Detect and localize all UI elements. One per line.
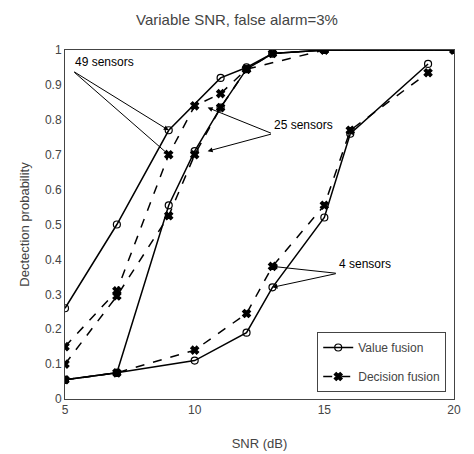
svg-text:49 sensors: 49 sensors xyxy=(75,55,134,69)
svg-text:20: 20 xyxy=(447,403,461,417)
svg-text:0.7: 0.7 xyxy=(45,148,62,162)
svg-text:0: 0 xyxy=(55,392,62,406)
svg-text:0.9: 0.9 xyxy=(45,78,62,92)
svg-text:5: 5 xyxy=(62,403,69,417)
svg-text:SNR (dB): SNR (dB) xyxy=(232,436,288,451)
svg-text:Value fusion: Value fusion xyxy=(358,341,423,355)
svg-text:0.1: 0.1 xyxy=(45,357,62,371)
svg-text:0.6: 0.6 xyxy=(45,183,62,197)
svg-text:Decision fusion: Decision fusion xyxy=(358,370,439,384)
svg-text:0.8: 0.8 xyxy=(45,113,62,127)
svg-text:15: 15 xyxy=(318,403,332,417)
svg-text:Variable SNR, false alarm=3%: Variable SNR, false alarm=3% xyxy=(136,11,338,28)
svg-text:0.2: 0.2 xyxy=(45,322,62,336)
svg-text:Dectection probability: Dectection probability xyxy=(17,162,32,287)
svg-text:1: 1 xyxy=(55,43,62,57)
svg-text:0.4: 0.4 xyxy=(45,253,62,267)
svg-text:10: 10 xyxy=(188,403,202,417)
svg-text:25 sensors: 25 sensors xyxy=(274,118,333,132)
svg-text:4 sensors: 4 sensors xyxy=(339,257,391,271)
svg-text:0.3: 0.3 xyxy=(45,288,62,302)
svg-text:0.5: 0.5 xyxy=(45,218,62,232)
